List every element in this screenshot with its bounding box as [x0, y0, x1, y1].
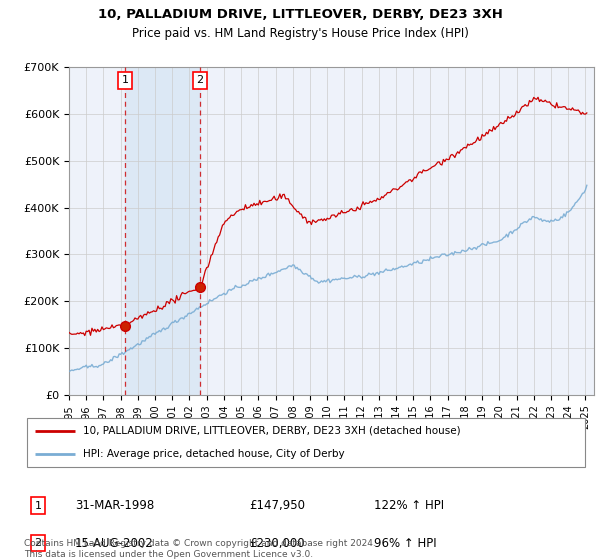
Bar — [125, 67, 200, 395]
Text: 122% ↑ HPI: 122% ↑ HPI — [374, 499, 444, 512]
Text: HPI: Average price, detached house, City of Derby: HPI: Average price, detached house, City… — [83, 449, 345, 459]
Text: Price paid vs. HM Land Registry's House Price Index (HPI): Price paid vs. HM Land Registry's House … — [131, 27, 469, 40]
Text: 10, PALLADIUM DRIVE, LITTLEOVER, DERBY, DE23 3XH (detached house): 10, PALLADIUM DRIVE, LITTLEOVER, DERBY, … — [83, 426, 461, 436]
Text: Contains HM Land Registry data © Crown copyright and database right 2024.
This d: Contains HM Land Registry data © Crown c… — [24, 539, 376, 559]
Text: 1: 1 — [121, 75, 128, 85]
Text: 2: 2 — [35, 538, 41, 548]
Text: 31-MAR-1998: 31-MAR-1998 — [75, 499, 154, 512]
Text: 1: 1 — [35, 501, 41, 511]
Text: 10, PALLADIUM DRIVE, LITTLEOVER, DERBY, DE23 3XH: 10, PALLADIUM DRIVE, LITTLEOVER, DERBY, … — [98, 8, 502, 21]
Text: 96% ↑ HPI: 96% ↑ HPI — [374, 536, 436, 549]
FancyBboxPatch shape — [27, 418, 585, 466]
Text: £147,950: £147,950 — [250, 499, 305, 512]
Text: 2: 2 — [197, 75, 204, 85]
Text: 15-AUG-2002: 15-AUG-2002 — [75, 536, 154, 549]
Text: £230,000: £230,000 — [250, 536, 305, 549]
